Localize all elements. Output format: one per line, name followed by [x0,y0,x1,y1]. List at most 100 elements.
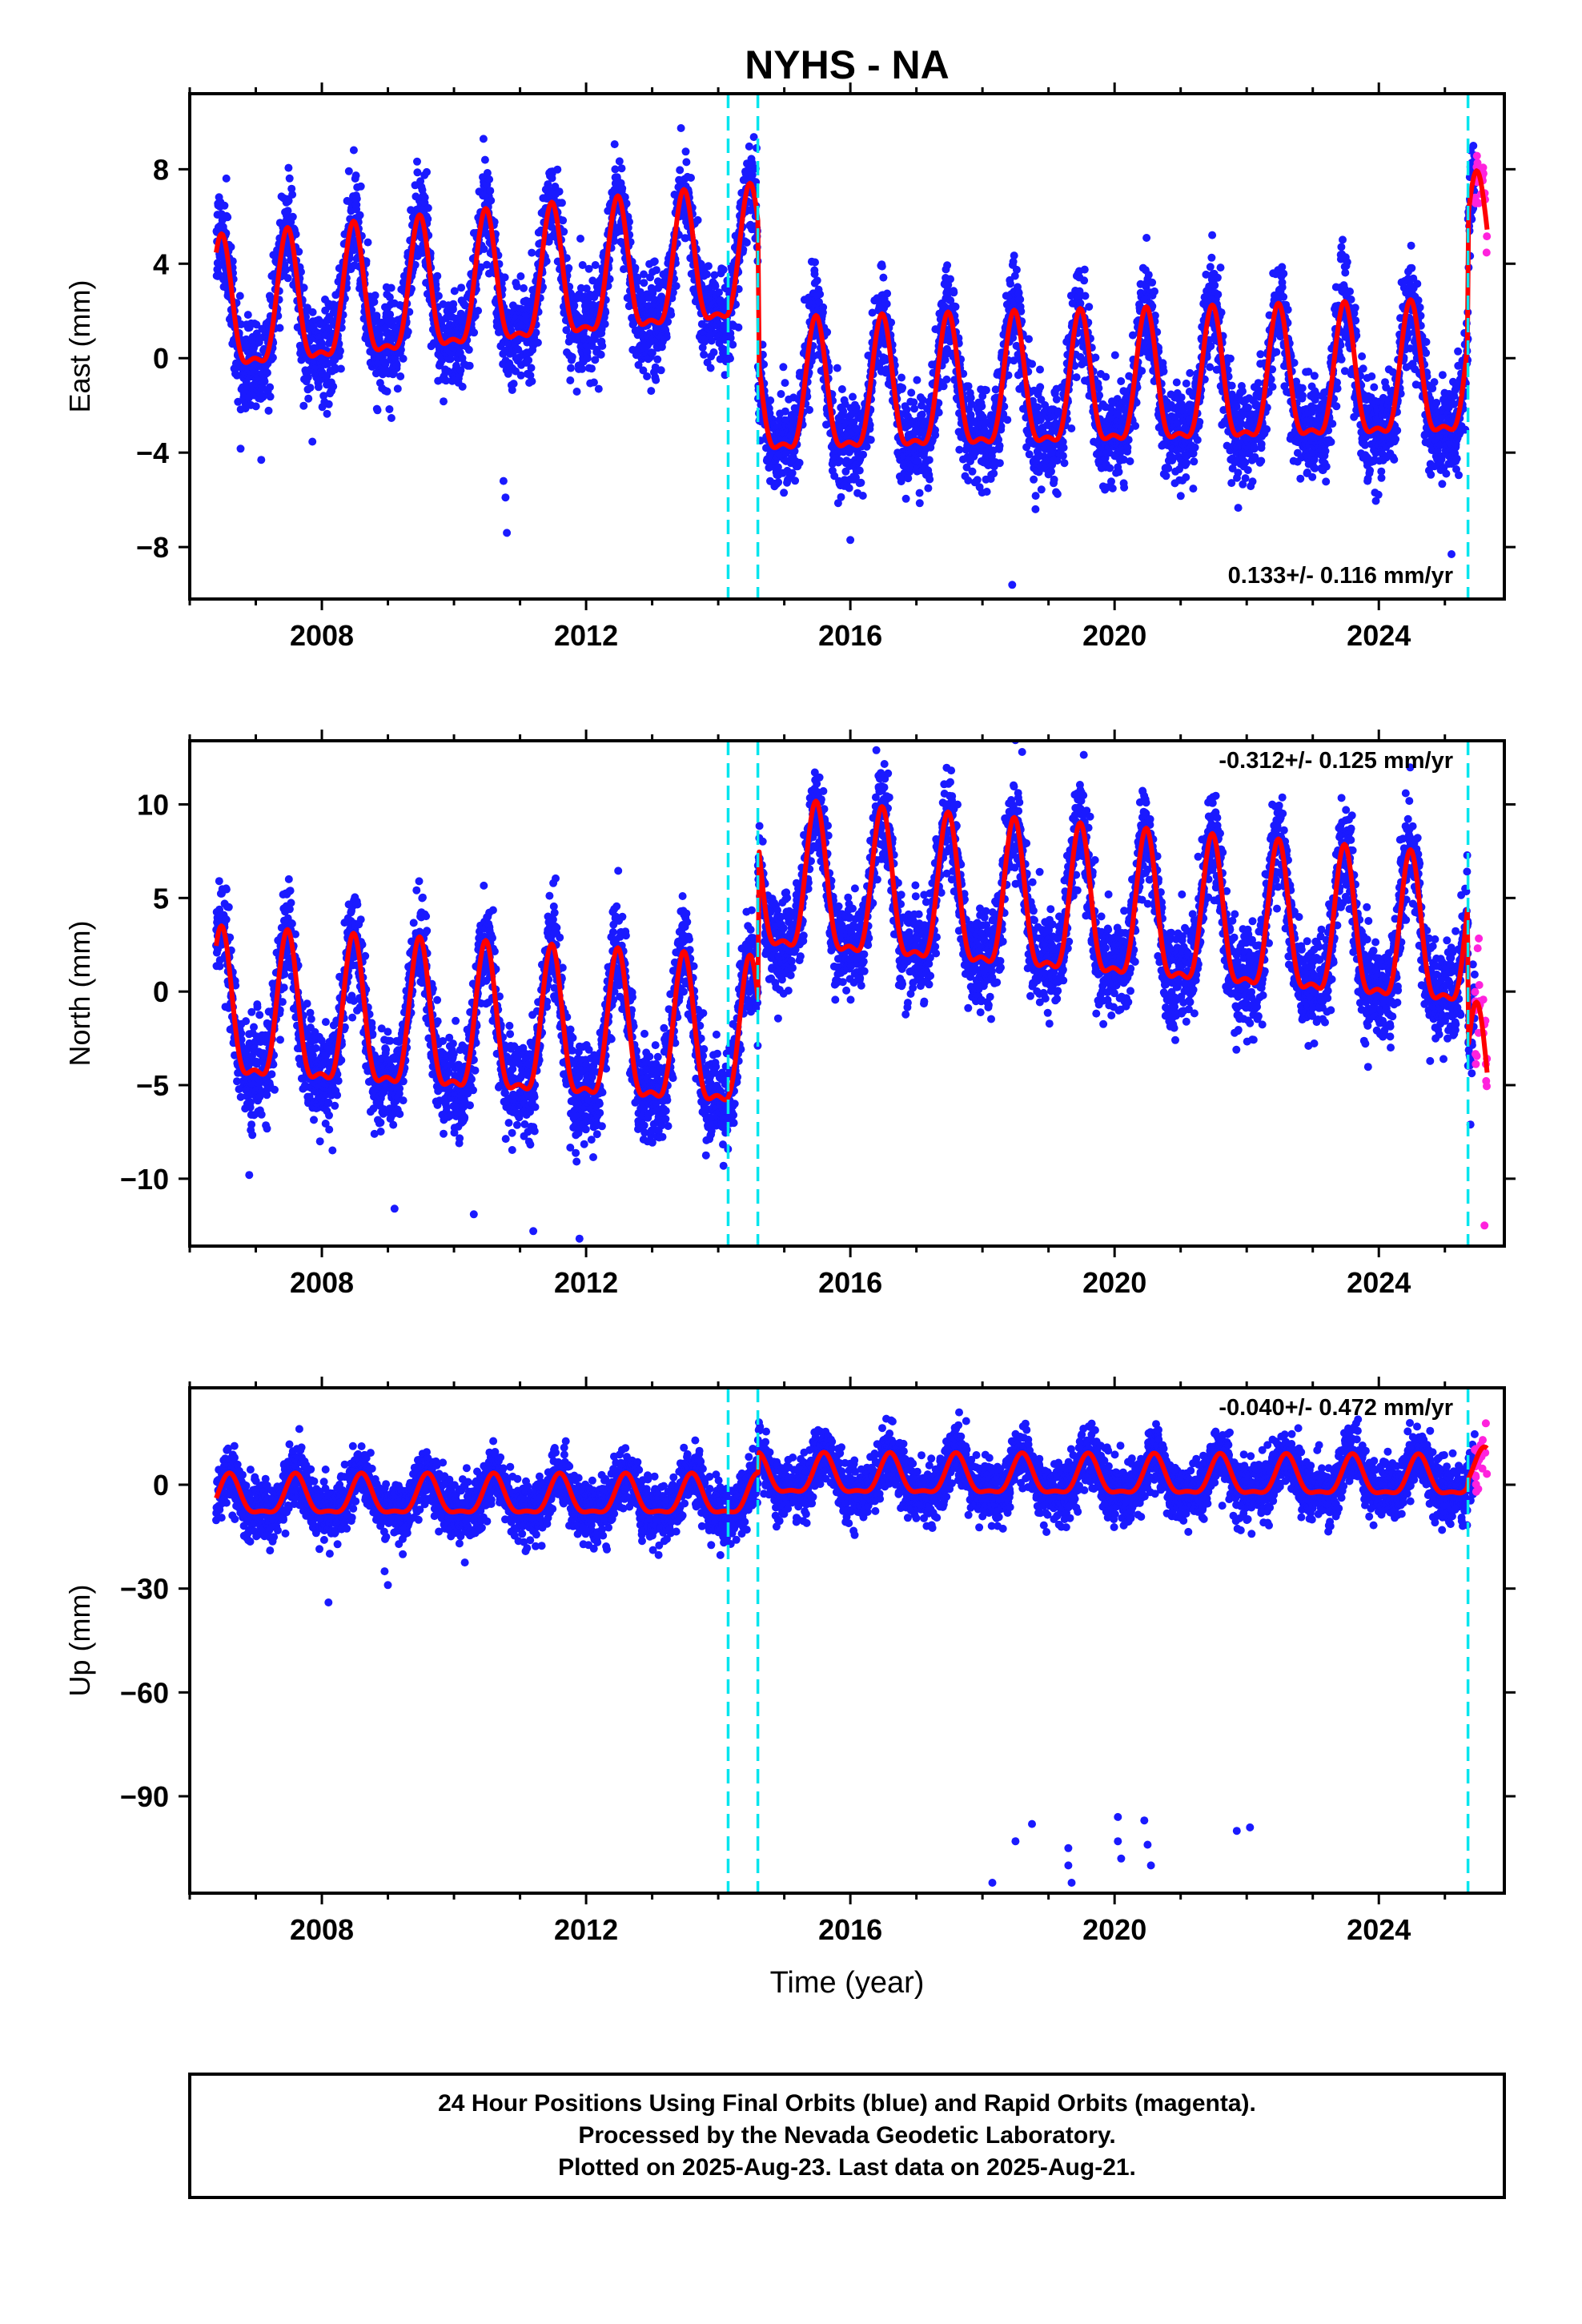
east-final-point [387,414,396,422]
east-final-point [572,388,581,396]
east-final-point [344,167,353,175]
east-final-point [352,195,361,203]
east-final-point [474,307,483,315]
east-final-point [1080,276,1089,285]
east-final-point [676,166,685,175]
east-final-point [710,271,719,279]
east-final-point [351,171,360,180]
east-final-point [315,376,324,384]
east-final-point [582,284,591,293]
east-final-point [356,182,365,191]
east-final-point [978,402,986,411]
east-final-point [578,261,587,269]
east-final-point [650,257,659,266]
east-final-point [726,334,735,342]
east-final-point [457,283,466,292]
east-final-point [652,376,661,384]
east-final-point [336,347,344,356]
east-final-point [588,300,597,309]
east-final-point [1037,485,1046,494]
east-final-point [470,328,479,337]
east-final-point [319,392,328,400]
east-final-point [667,310,676,319]
east-final-point [284,196,293,205]
east-final-point [859,450,868,459]
east-final-point [766,396,775,404]
east-final-point [1172,378,1181,387]
east-final-point [1058,452,1067,460]
east-final-point [411,260,420,269]
east-final-point [615,157,624,166]
east-final-point [836,456,845,465]
east-final-point [264,406,273,415]
east-final-point [1148,278,1157,287]
east-final-point [749,133,758,142]
east-final-point [1150,287,1158,296]
east-final-point [700,350,709,359]
east-final-point [966,411,975,419]
east-final-point [1159,367,1168,376]
east-final-point [774,478,783,487]
east-final-point [588,276,597,285]
east-final-point [349,146,358,155]
east-final-point [1182,459,1191,468]
east-final-point [533,338,542,347]
east-final-point [434,292,443,300]
east-final-point [707,336,716,345]
east-final-point [235,292,244,300]
east-final-point [1191,443,1199,452]
east-final-point [297,267,305,276]
east-final-point [252,329,261,338]
chart-title: NYHS - NA [745,42,950,87]
east-final-point [773,463,782,472]
east-final-point [420,193,429,202]
east-final-point [617,164,626,173]
east-final-point [849,392,857,401]
east-final-point [1025,335,1033,344]
east-final-point [1164,464,1173,472]
east-final-point [640,270,648,279]
east-final-point [512,282,521,291]
east-final-point [373,406,382,415]
east-final-point [907,388,916,397]
east-final-point [251,402,260,411]
east-final-point [559,216,568,225]
east-final-point [653,355,662,364]
east-final-point [611,165,620,174]
east-final-point [285,174,294,183]
east-final-point [925,456,934,464]
east-final-point [748,171,757,179]
east-final-point [901,494,910,503]
east-final-point [1091,353,1100,362]
east-final-point [243,311,252,320]
east-final-point [214,270,223,278]
east-final-point [656,366,665,375]
east-final-point [924,484,933,493]
east-final-point [982,386,990,395]
east-final-point [1012,265,1021,274]
east-final-point [509,380,518,388]
east-final-point [260,377,269,386]
east-final-point [222,174,231,183]
east-final-point [1138,367,1146,376]
east-final-point [898,384,907,392]
east-final-point [779,363,788,372]
east-final-point [839,407,848,416]
east-final-point [837,385,846,393]
east-final-point [942,375,951,384]
east-final-point [823,328,832,336]
east-final-point [308,308,317,316]
east-final-point [383,387,391,396]
east-final-point [314,383,323,392]
east-final-point [567,364,575,372]
east-final-point [950,288,958,297]
east-final-point [544,180,552,189]
east-final-point [964,476,973,485]
east-final-point [386,310,395,319]
east-final-point [742,238,751,247]
east-final-point [303,373,312,382]
east-final-point [855,466,864,475]
east-final-point [719,265,728,274]
east-final-point [973,476,982,485]
